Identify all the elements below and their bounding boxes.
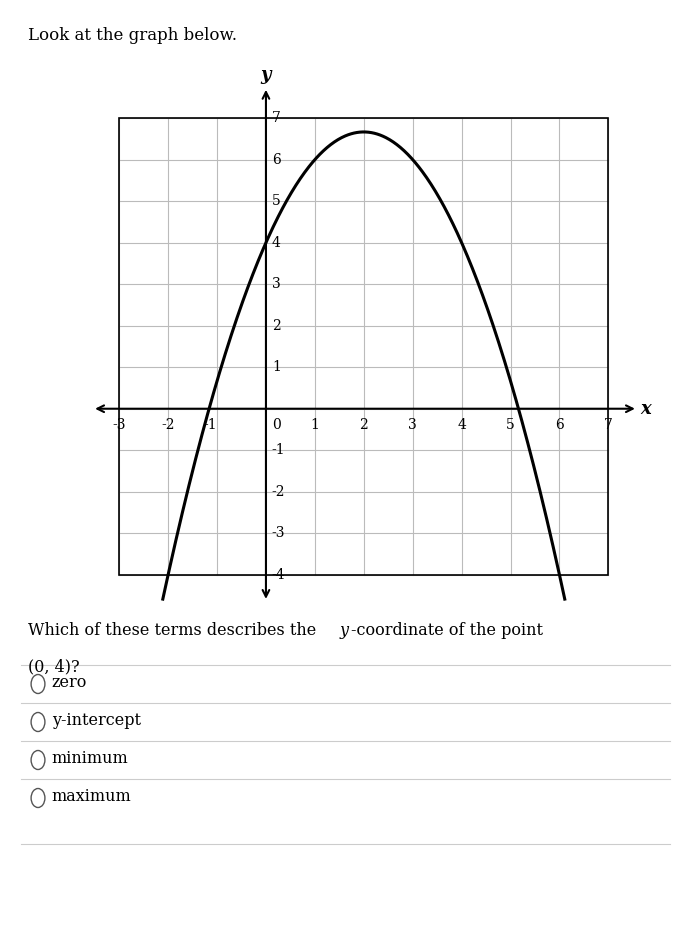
Text: 6: 6	[272, 153, 281, 166]
Text: maximum: maximum	[52, 788, 131, 805]
Text: -3: -3	[113, 418, 126, 432]
Text: -1: -1	[203, 418, 217, 432]
Text: -3: -3	[272, 526, 285, 541]
Text: 2: 2	[272, 318, 281, 332]
Text: -2: -2	[162, 418, 175, 432]
Text: zero: zero	[52, 674, 87, 691]
Text: 3: 3	[408, 418, 417, 432]
Text: 1: 1	[310, 418, 319, 432]
Text: 5: 5	[272, 194, 281, 208]
Text: 7: 7	[272, 111, 281, 125]
Text: 4: 4	[272, 236, 281, 250]
Text: y: y	[340, 622, 349, 639]
Text: 3: 3	[272, 277, 281, 292]
Text: 7: 7	[604, 418, 613, 432]
Text: Which of these terms describes the: Which of these terms describes the	[28, 622, 321, 639]
Text: 6: 6	[555, 418, 564, 432]
Text: 5: 5	[507, 418, 515, 432]
Bar	[119, 118, 608, 575]
Text: y-intercept: y-intercept	[52, 712, 141, 729]
Text: y: y	[261, 66, 271, 84]
Text: 0: 0	[272, 418, 281, 432]
Text: x: x	[640, 400, 651, 418]
Text: -coordinate of the point: -coordinate of the point	[351, 622, 543, 639]
Text: -4: -4	[272, 568, 285, 581]
Text: -2: -2	[272, 484, 285, 499]
Text: minimum: minimum	[52, 750, 129, 767]
Text: 4: 4	[457, 418, 466, 432]
Text: -1: -1	[272, 444, 285, 457]
Text: 2: 2	[359, 418, 368, 432]
Text: Look at the graph below.: Look at the graph below.	[28, 27, 236, 44]
Text: (0, 4)?: (0, 4)?	[28, 658, 79, 675]
Text: 1: 1	[272, 360, 281, 374]
